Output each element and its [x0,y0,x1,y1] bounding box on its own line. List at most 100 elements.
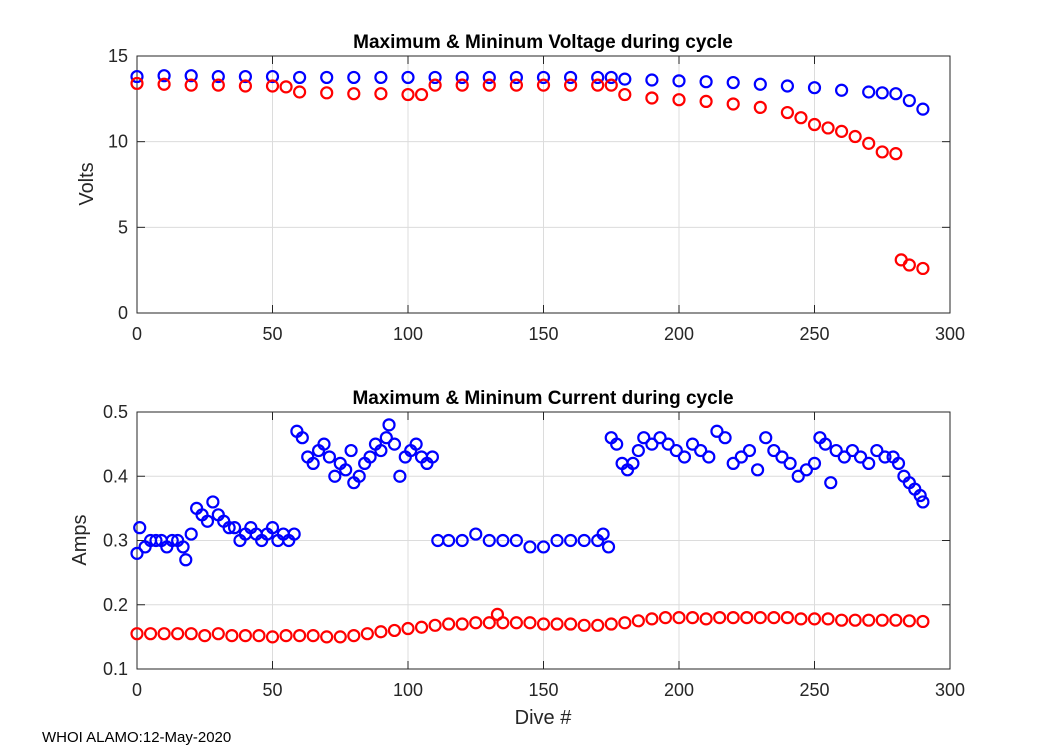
current-ticks: 0 50 100 150 200 250 300 0.1 0.2 0.3 0.4 0.5 [103,402,965,700]
voltage-maximum-point [563,70,578,85]
voltage-chart-title: Maximum & Mininum Voltage during cycle [353,32,733,53]
voltage-minimum-point [563,78,578,92]
current-minimum-point [143,627,158,641]
current-maximum-point [601,540,616,554]
current-maximum-point [133,521,147,535]
voltage-x-tick-label: 0 [132,324,142,344]
current-x-tick-label: 250 [799,680,829,700]
current-maximum-point [916,495,930,509]
current-minimum-point [713,610,727,625]
current-minimum-point [862,613,876,627]
current-maximum-point [710,424,724,438]
current-y-tick-label: 0.5 [103,402,128,422]
voltage-minimum-point [157,77,171,91]
current-maximum-point [206,495,220,509]
voltage-maximum-point [645,73,659,87]
current-maximum-point [818,437,832,451]
current-minimum-point [265,630,280,644]
current-maximum-point [750,463,765,477]
current-minimum-point [740,610,754,625]
current-minimum-point [523,616,537,630]
current-maximum-point [339,463,353,477]
current-maximum-point [783,456,797,470]
current-minimum-point [848,613,862,627]
current-maximum-point [661,437,675,451]
voltage-x-tick-label: 50 [262,324,282,344]
current-minimum-point [726,610,740,625]
current-maximum-point [677,450,692,464]
current-maximum-point [165,533,179,548]
current-maximum-point [759,431,773,445]
voltage-minimum-point [699,94,713,109]
voltage-maximum-point [699,75,713,89]
current-minimum-point [631,614,645,628]
current-x-tick-label: 150 [528,680,558,700]
current-x-tick-label: 100 [393,680,423,700]
current-minimum-point [320,630,334,644]
current-maximum-point [363,450,377,464]
current-maximum-point [853,450,868,464]
current-minimum-point [509,616,524,630]
current-minimum-point [184,627,198,641]
voltage-minimum-point [618,87,632,102]
voltage-maximum-point [672,74,686,88]
current-minimum-point [198,628,212,643]
current-x-tick-label: 300 [935,680,965,700]
current-maximum-point [328,469,342,483]
current-maximum-point [179,553,193,567]
current-maximum-point [645,437,659,451]
current-minimum-point [496,616,510,630]
current-maximum-point [837,450,851,464]
current-minimum-point [306,628,320,643]
current-maximum-point [862,456,876,470]
current-maximum-point [536,540,551,554]
current-maximum-point [306,456,320,470]
voltage-minimum-point [604,78,618,92]
current-maximum-point [322,450,337,464]
current-points [130,418,930,644]
current-minimum-point [157,627,171,641]
current-minimum-point [536,617,551,631]
current-minimum-point [618,616,632,630]
voltage-ticks: 0 50 100 150 200 250 300 0 5 10 15 [108,46,965,344]
current-maximum-point [718,431,732,445]
current-x-axis-label: Dive # [515,707,573,729]
current-minimum-point [360,627,374,641]
voltage-minimum-point [347,87,361,101]
current-maximum-point [799,463,813,477]
voltage-minimum-point [279,80,293,94]
current-minimum-point [293,628,307,643]
current-minimum-point [225,628,239,643]
current-maximum-point [610,437,624,451]
voltage-maximum-point [482,70,496,85]
current-minimum-point [821,612,835,626]
voltage-minimum-point [293,85,307,99]
current-maximum-point [726,456,740,470]
current-minimum-point [902,614,916,628]
footer-credit: WHOI ALAMO:12-May-2020 [42,729,231,746]
current-maximum-point [200,514,215,528]
voltage-maximum-point [862,85,876,99]
current-maximum-point [295,431,309,445]
current-y-tick-label: 0.1 [103,659,128,679]
voltage-minimum-point [428,78,442,92]
current-maximum-point [742,443,757,458]
current-y-tick-label: 0.3 [103,531,128,551]
current-minimum-point [252,628,266,643]
voltage-minimum-point [320,86,334,100]
current-maximum-point [824,476,838,490]
voltage-minimum-point [536,78,551,92]
current-minimum-point [767,610,781,625]
current-maximum-point [626,456,640,470]
voltage-minimum-point [374,87,388,101]
current-minimum-point [753,610,767,625]
voltage-maximum-point [211,69,225,84]
voltage-minimum-point [130,76,144,91]
voltage-maximum-point [347,70,361,85]
current-maximum-point [637,431,651,445]
voltage-maximum-point [455,70,469,85]
current-minimum-point [780,610,795,625]
voltage-maximum-point [753,77,767,91]
current-minimum-point [699,612,713,626]
voltage-maximum-point [834,83,849,97]
